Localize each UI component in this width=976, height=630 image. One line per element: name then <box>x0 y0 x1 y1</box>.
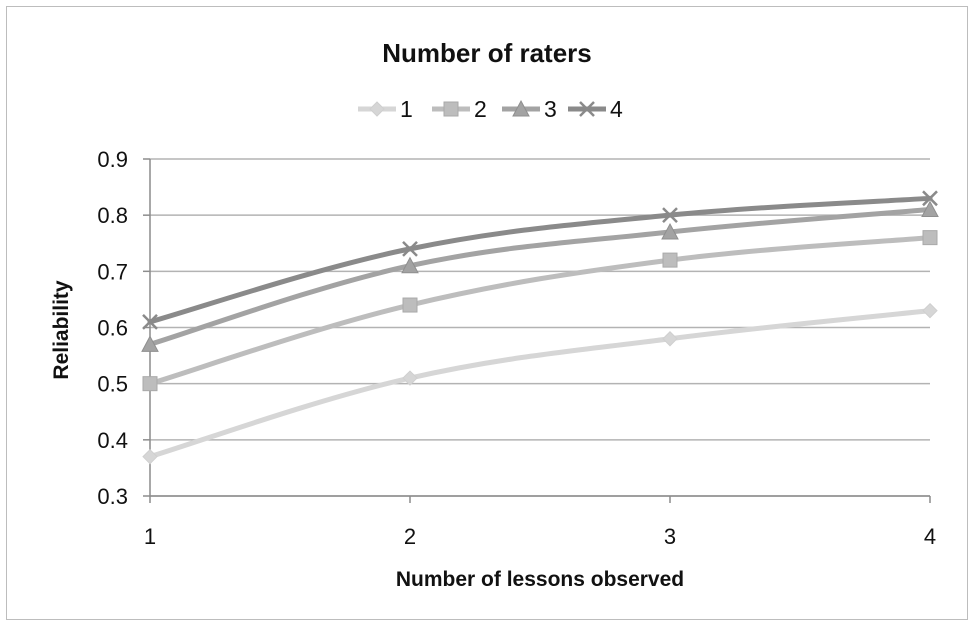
x-tick-label: 2 <box>404 524 416 549</box>
y-tick-label: 0.3 <box>97 484 128 509</box>
data-point-x-stroke <box>579 101 595 117</box>
legend-label: 1 <box>400 96 413 122</box>
series-4 <box>142 190 938 330</box>
series-line <box>147 195 933 325</box>
x-tick-label: 3 <box>664 524 676 549</box>
data-point-x-stroke <box>662 207 678 224</box>
y-tick-label: 0.5 <box>97 372 128 397</box>
y-tick-label: 0.6 <box>97 316 128 341</box>
data-point-triangle <box>661 222 679 240</box>
data-point-diamond <box>142 448 158 465</box>
data-point-x <box>402 240 418 257</box>
legend-item-2: 2 <box>432 96 487 122</box>
series-3 <box>141 200 939 352</box>
data-point-x <box>662 207 678 224</box>
y-tick-label: 0.7 <box>97 259 128 284</box>
data-point-diamond <box>662 331 678 347</box>
series-1 <box>142 302 938 465</box>
y-axis-title: Reliability <box>50 280 73 380</box>
series-2 <box>142 230 938 392</box>
data-point-triangle <box>512 99 530 117</box>
gridlines <box>143 158 930 497</box>
legend-item-4: 4 <box>568 96 623 122</box>
data-point-diamond <box>922 302 938 319</box>
data-point-triangle <box>141 335 159 352</box>
data-point-x-stroke <box>922 190 938 207</box>
x-tick-labels: 1 2 3 4 <box>144 496 936 549</box>
data-point-x <box>142 313 158 330</box>
axes <box>149 159 930 497</box>
data-point-diamond <box>369 101 385 117</box>
x-axis-title: Number of lessons observed <box>396 568 684 591</box>
legend-label: 4 <box>610 96 623 122</box>
data-point-triangle <box>921 200 939 218</box>
legend-label: 3 <box>544 96 557 122</box>
data-point-x <box>922 190 938 207</box>
legend-item-1: 1 <box>358 96 413 122</box>
data-point-square <box>662 252 678 268</box>
x-tick-label: 4 <box>924 524 936 549</box>
data-point-diamond <box>402 370 418 386</box>
series-line <box>147 235 933 387</box>
y-tick-label: 0.9 <box>97 147 128 172</box>
y-tick-labels: 0.3 0.4 0.5 0.6 0.7 0.8 0.9 <box>97 147 128 509</box>
data-point-square <box>922 230 938 246</box>
series-line <box>147 207 933 347</box>
series-line <box>147 308 933 460</box>
legend-label: 2 <box>474 96 487 122</box>
x-tick-label: 1 <box>144 524 156 549</box>
y-tick-label: 0.8 <box>97 203 128 228</box>
series-layer <box>141 190 939 465</box>
legend-item-3: 3 <box>502 96 557 122</box>
data-point-square <box>402 297 418 313</box>
legend: 1 2 3 4 <box>358 96 623 122</box>
data-point-square <box>142 376 158 392</box>
y-tick-label: 0.4 <box>97 428 128 453</box>
data-point-x-stroke <box>142 313 158 330</box>
data-point-triangle <box>401 256 419 274</box>
data-point-x-stroke <box>402 240 418 257</box>
chart-title: Number of raters <box>382 38 592 68</box>
data-point-square <box>443 101 459 117</box>
chart-frame <box>6 6 968 620</box>
data-point-x <box>579 101 595 117</box>
